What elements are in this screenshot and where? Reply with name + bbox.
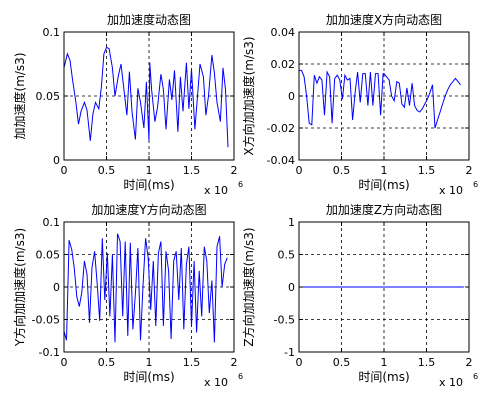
x-tick-label: 1 (146, 356, 153, 369)
y-tick-label: -0.5 (274, 314, 295, 327)
y-tick-label: 0.1 (43, 26, 61, 39)
chart-title: 加加速度X方向动态图 (326, 12, 442, 27)
y-axis-label: Y方向加加速度(m/s3) (12, 228, 27, 347)
series-line (63, 46, 229, 148)
x-tick-label: 0 (296, 356, 303, 369)
x-tick-label: 0.5 (333, 356, 351, 369)
chart-title: 加加速度Y方向动态图 (91, 202, 206, 217)
subplot-2: 0 0.5 1 1.5 2 -0.04 -0.02 0 0.02 0.04 加加速度X方向动态图时间… (241, 12, 478, 197)
y-tick-label: -0.1 (39, 346, 60, 359)
y-tick-label: -0.02 (267, 122, 295, 135)
y-tick-label: 0 (53, 154, 60, 167)
x-tick-label: 0 (61, 164, 68, 177)
x-axis-label: 时间(ms) (123, 178, 174, 192)
x-tick-label: 0.5 (333, 164, 351, 177)
x-multiplier: x 10 (439, 184, 463, 197)
y-tick-label: -1 (284, 346, 295, 359)
x-tick-label: 1 (381, 164, 388, 177)
x-multiplier-exponent: 6 (473, 372, 478, 381)
y-tick-label: 0.02 (271, 58, 296, 71)
y-tick-label: 0.05 (36, 90, 61, 103)
x-tick-label: 0 (61, 356, 68, 369)
x-tick-label: 0.5 (98, 164, 116, 177)
series-line (63, 233, 228, 343)
y-tick-label: 0.1 (43, 216, 61, 229)
x-tick-label: 1.5 (183, 164, 201, 177)
x-axis-label: 时间(ms) (358, 178, 409, 192)
y-tick-label: 0.05 (36, 249, 61, 262)
x-tick-label: 1 (381, 356, 388, 369)
x-tick-label: 2 (466, 356, 473, 369)
x-tick-label: 2 (231, 356, 238, 369)
y-tick-label: 0 (288, 281, 295, 294)
y-tick-label: -0.05 (32, 314, 60, 327)
x-axis-label: 时间(ms) (358, 370, 409, 384)
chart-title: 加加速度Z方向动态图 (326, 202, 442, 217)
x-tick-label: 0 (296, 164, 303, 177)
y-axis-label: 加加速度(m/s3) (12, 53, 27, 140)
chart-title: 加加速度动态图 (107, 12, 191, 27)
y-tick-label: 0.04 (271, 26, 296, 39)
x-multiplier-exponent: 6 (238, 372, 243, 381)
x-axis-label: 时间(ms) (123, 370, 174, 384)
y-tick-label: 0 (288, 90, 295, 103)
x-multiplier-exponent: 6 (473, 180, 478, 189)
y-axis-label: Z方向加加速度(m/s3) (241, 227, 256, 346)
y-tick-label: 0 (53, 281, 60, 294)
subplot-3: 0 0.5 1 1.5 2 -0.1 -0.05 0 0.05 0.1 加加速度Y方向动态图时间(m… (12, 202, 243, 389)
x-tick-label: 0.5 (98, 356, 116, 369)
x-tick-label: 2 (231, 164, 238, 177)
y-tick-label: 0.5 (278, 249, 296, 262)
x-tick-label: 1.5 (183, 356, 201, 369)
x-multiplier-exponent: 6 (238, 180, 243, 189)
x-tick-label: 2 (466, 164, 473, 177)
series-line (299, 69, 461, 129)
y-tick-label: -0.04 (267, 154, 295, 167)
y-tick-label: 1 (288, 216, 295, 229)
x-tick-label: 1.5 (418, 164, 436, 177)
y-axis-label: X方向加加速度(m/s3) (241, 36, 256, 155)
x-multiplier: x 10 (204, 376, 228, 389)
x-multiplier: x 10 (204, 184, 228, 197)
x-multiplier: x 10 (439, 376, 463, 389)
x-tick-label: 1 (146, 164, 153, 177)
x-tick-label: 1.5 (418, 356, 436, 369)
